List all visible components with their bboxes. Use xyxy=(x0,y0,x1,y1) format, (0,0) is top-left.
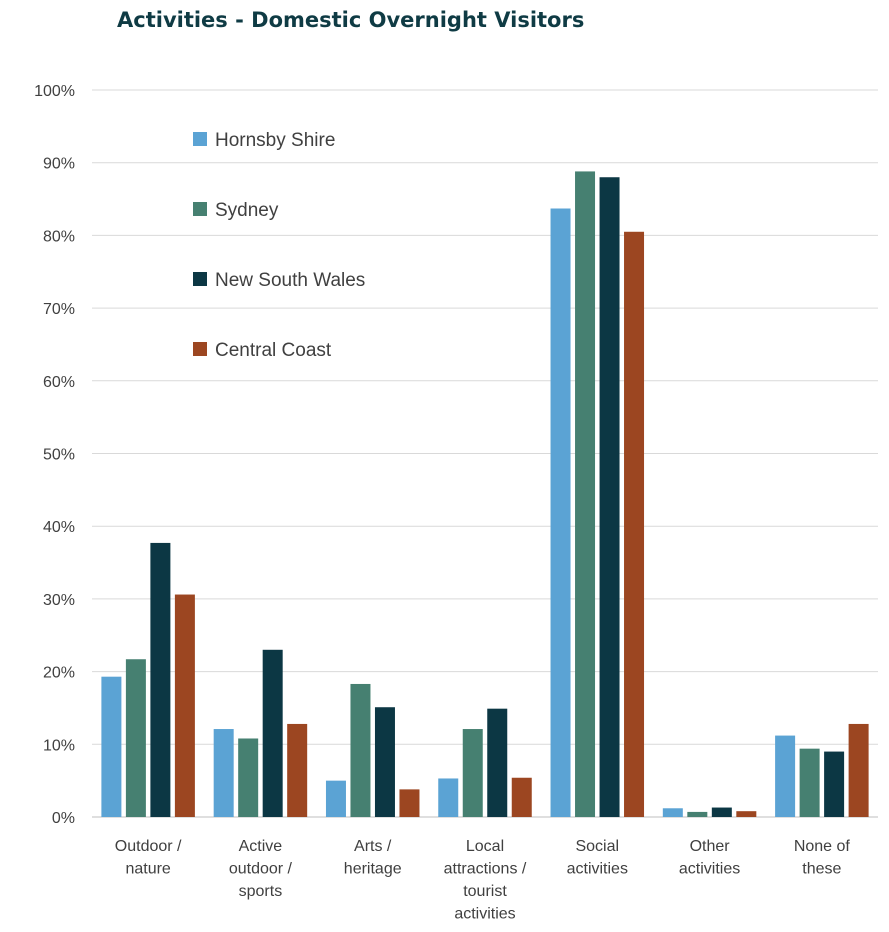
y-tick-label: 80% xyxy=(43,228,75,245)
y-tick-label: 50% xyxy=(43,447,75,464)
x-tick-label: Social activities xyxy=(567,838,628,878)
x-axis-tick-labels: Outdoor / nature Active outdoor / sports Arts… xyxy=(115,838,851,923)
legend-swatch xyxy=(193,132,207,146)
bar xyxy=(238,738,259,817)
y-tick-label: 60% xyxy=(43,374,75,391)
x-tick-label: Arts / heritage xyxy=(344,838,402,878)
bar xyxy=(325,780,346,817)
legend-label: New South Wales xyxy=(215,270,365,291)
bar xyxy=(848,723,869,817)
bars xyxy=(101,171,869,818)
y-tick-label: 10% xyxy=(43,737,75,754)
bar xyxy=(687,811,708,817)
y-tick-label: 100% xyxy=(34,83,75,100)
bar xyxy=(174,594,195,817)
bar xyxy=(599,177,620,818)
bar xyxy=(262,649,283,817)
legend-item: New South Wales xyxy=(193,270,365,291)
bar xyxy=(125,659,146,817)
legend-swatch xyxy=(193,202,207,216)
legend-label: Hornsby Shire xyxy=(215,130,335,151)
bar xyxy=(213,729,234,817)
bar xyxy=(736,811,757,817)
bar xyxy=(711,807,732,817)
legend-label: Central Coast xyxy=(215,340,332,361)
bar xyxy=(101,676,122,817)
bar xyxy=(624,231,645,817)
bar xyxy=(511,777,532,817)
y-tick-label: 0% xyxy=(52,810,75,827)
bar xyxy=(799,748,820,817)
bar xyxy=(350,683,371,817)
legend-swatch xyxy=(193,272,207,286)
gridlines xyxy=(92,89,878,818)
y-tick-label: 30% xyxy=(43,592,75,609)
bar xyxy=(662,808,683,817)
bar xyxy=(462,729,483,817)
bar xyxy=(150,542,171,817)
x-tick-label: Active outdoor / sports xyxy=(229,838,293,900)
legend-label: Sydney xyxy=(215,200,279,221)
y-tick-label: 20% xyxy=(43,665,75,682)
legend: Hornsby Shire Sydney New South Wales Centra… xyxy=(193,130,365,361)
legend-item: Sydney xyxy=(193,200,279,221)
bar xyxy=(374,707,395,817)
legend-item: Central Coast xyxy=(193,340,332,361)
bar xyxy=(487,708,508,817)
y-tick-label: 70% xyxy=(43,301,75,318)
bar xyxy=(824,751,845,817)
x-tick-label: None of these xyxy=(794,838,851,878)
legend-item: Hornsby Shire xyxy=(193,130,335,151)
chart-title: Activities - Domestic Overnight Visitors xyxy=(117,8,584,32)
bar xyxy=(575,171,596,817)
bar xyxy=(287,723,308,817)
y-axis-tick-labels: 0% 10% 20% 30% 40% 50% 60% 70% 80% 90% 100% xyxy=(34,83,75,827)
x-tick-label: Local attractions / tourist activities xyxy=(444,838,527,923)
legend-swatch xyxy=(193,342,207,356)
x-tick-label: Other activities xyxy=(679,838,740,878)
bar xyxy=(775,735,796,817)
bar xyxy=(438,778,459,817)
y-tick-label: 90% xyxy=(43,156,75,173)
y-tick-label: 40% xyxy=(43,519,75,536)
bar xyxy=(550,208,571,818)
bar xyxy=(399,789,420,817)
x-tick-label: Outdoor / nature xyxy=(115,838,182,878)
